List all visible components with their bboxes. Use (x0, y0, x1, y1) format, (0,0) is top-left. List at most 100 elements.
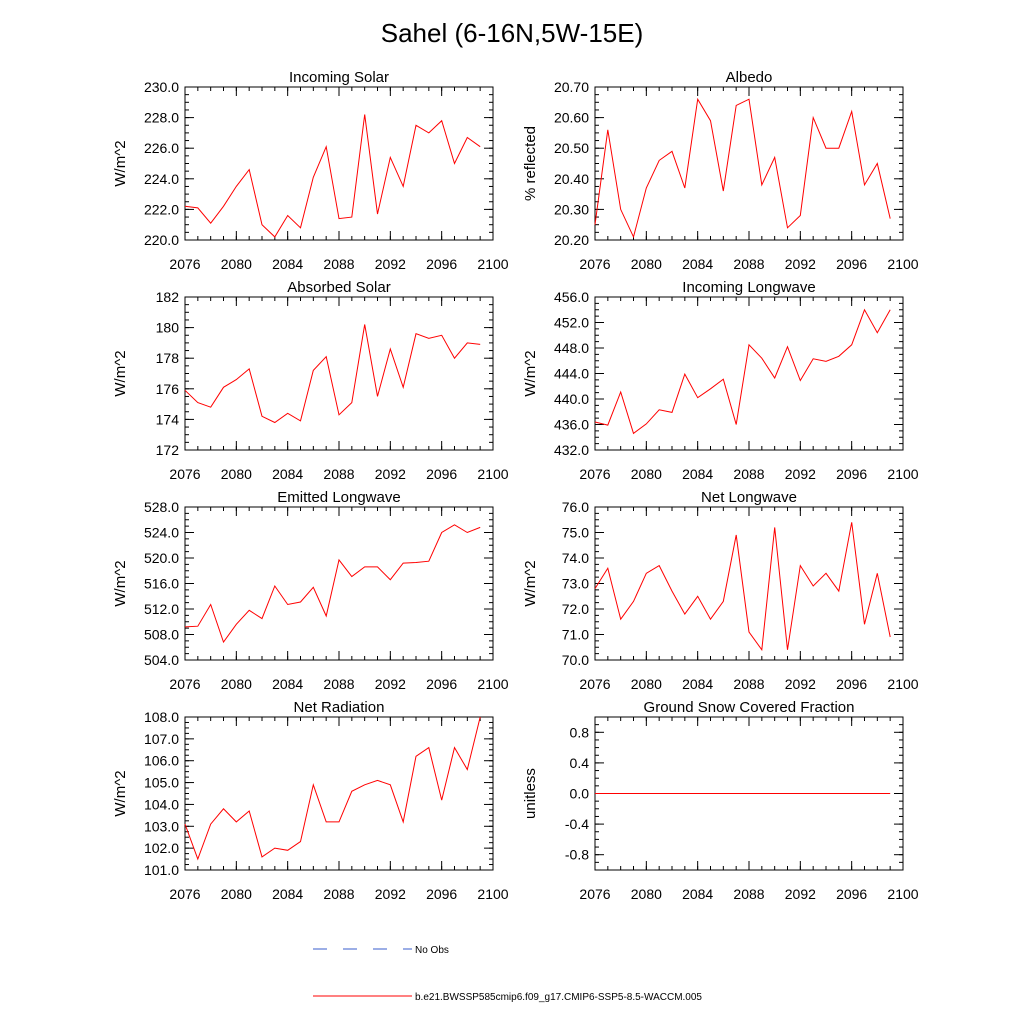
y-tick-label: 72.0 (562, 601, 589, 617)
x-tick-label: 2088 (323, 256, 354, 272)
y-tick-label: 20.30 (554, 201, 589, 217)
x-tick-label: 2100 (477, 886, 508, 902)
y-axis-label: % reflected (522, 126, 539, 201)
series-line (184, 324, 481, 424)
y-tick-label: 230.0 (144, 79, 179, 95)
x-tick-label: 2080 (631, 676, 662, 692)
x-tick-label: 2084 (682, 466, 713, 482)
y-tick-label: 432.0 (554, 442, 589, 458)
panel-6: Net Radiation W/m^2 2076 2080 2084 2088 2092 20… (112, 699, 509, 902)
y-tick-label: 20.20 (554, 232, 589, 248)
y-tick-label: 224.0 (144, 171, 179, 187)
x-tick-label: 2084 (272, 466, 303, 482)
y-tick-label: 516.0 (144, 576, 179, 592)
x-tick-label: 2100 (887, 886, 918, 902)
panel-4: Emitted Longwave W/m^2 2076 2080 2084 2088 209… (112, 489, 509, 692)
y-tick-label: 104.0 (144, 796, 179, 812)
x-tick-label: 2100 (887, 676, 918, 692)
panel-3: Incoming Longwave W/m^2 2076 2080 2084 2088 20… (522, 279, 919, 482)
y-axis-label: W/m^2 (522, 560, 539, 606)
panel-0: Incoming Solar W/m^2 2076 2080 2084 2088 2092 2… (112, 69, 509, 272)
y-tick-label: 74.0 (562, 550, 589, 566)
x-tick-label: 2092 (785, 256, 816, 272)
x-tick-label: 2096 (426, 256, 457, 272)
y-tick-label: 452.0 (554, 315, 589, 331)
x-tick-label: 2096 (836, 466, 867, 482)
y-tick-label: 228.0 (144, 110, 179, 126)
y-tick-label: 20.60 (554, 110, 589, 126)
x-tick-label: 2084 (272, 886, 303, 902)
y-tick-label: 107.0 (144, 731, 179, 747)
panel-5: Net Longwave W/m^2 2076 2080 2084 2088 2092 209… (522, 489, 919, 692)
panel-title: Absorbed Solar (287, 279, 390, 296)
y-tick-label: 178 (156, 350, 180, 366)
x-tick-label: 2080 (631, 466, 662, 482)
x-tick-label: 2096 (836, 886, 867, 902)
x-tick-label: 2100 (477, 676, 508, 692)
x-tick-label: 2084 (272, 256, 303, 272)
y-tick-label: 20.50 (554, 140, 589, 156)
y-tick-label: 20.40 (554, 171, 589, 187)
panel-title: Ground Snow Covered Fraction (644, 699, 855, 716)
x-tick-label: 2084 (682, 676, 713, 692)
x-tick-label: 2088 (733, 256, 764, 272)
x-tick-label: 2084 (682, 886, 713, 902)
x-tick-label: 2088 (733, 886, 764, 902)
y-tick-label: -0.4 (565, 816, 589, 832)
y-tick-label: 520.0 (144, 550, 179, 566)
plot-frame (184, 716, 494, 871)
x-tick-label: 2076 (579, 466, 610, 482)
y-tick-label: 524.0 (144, 525, 179, 541)
x-tick-label: 2088 (733, 466, 764, 482)
y-tick-label: 76.0 (562, 499, 589, 515)
y-tick-label: 226.0 (144, 140, 179, 156)
y-tick-label: 180 (156, 320, 180, 336)
y-tick-label: 174 (156, 411, 180, 427)
x-tick-label: 2088 (733, 676, 764, 692)
series-line (594, 97, 891, 239)
y-tick-label: 440.0 (554, 391, 589, 407)
y-tick-label: 75.0 (562, 525, 589, 541)
y-tick-label: 71.0 (562, 627, 589, 643)
x-tick-label: 2080 (631, 886, 662, 902)
y-tick-label: 444.0 (554, 366, 589, 382)
y-tick-label: -0.8 (565, 847, 589, 863)
y-tick-label: 73.0 (562, 576, 589, 592)
series-line (594, 308, 891, 435)
x-tick-label: 2092 (375, 886, 406, 902)
x-tick-label: 2092 (785, 676, 816, 692)
x-tick-label: 2076 (169, 676, 200, 692)
x-tick-label: 2100 (887, 466, 918, 482)
figure-title: Sahel (6-16N,5W-15E) (381, 18, 644, 48)
panel-title: Incoming Longwave (682, 279, 815, 296)
x-tick-label: 2076 (169, 256, 200, 272)
y-tick-label: 512.0 (144, 601, 179, 617)
y-tick-label: 172 (156, 442, 180, 458)
y-axis-label: W/m^2 (112, 350, 129, 396)
x-tick-label: 2088 (323, 466, 354, 482)
x-tick-label: 2096 (426, 676, 457, 692)
panel-7: Ground Snow Covered Fraction unitless 2076… (522, 699, 919, 902)
x-tick-label: 2084 (272, 676, 303, 692)
y-tick-label: 220.0 (144, 232, 179, 248)
y-tick-label: 103.0 (144, 818, 179, 834)
x-tick-label: 2076 (169, 886, 200, 902)
y-tick-label: 448.0 (554, 340, 589, 356)
y-axis-label: W/m^2 (112, 140, 129, 186)
x-tick-label: 2096 (426, 886, 457, 902)
x-tick-label: 2088 (323, 886, 354, 902)
plot-frame (594, 296, 904, 451)
x-tick-label: 2076 (169, 466, 200, 482)
y-tick-label: 182 (156, 289, 180, 305)
y-tick-label: 0.4 (570, 755, 590, 771)
y-tick-label: 101.0 (144, 862, 179, 878)
x-tick-label: 2076 (579, 256, 610, 272)
x-tick-label: 2088 (323, 676, 354, 692)
x-tick-label: 2076 (579, 886, 610, 902)
x-tick-label: 2080 (631, 256, 662, 272)
panel-2: Absorbed Solar W/m^2 2076 2080 2084 2088 2092 2… (112, 279, 509, 482)
series-line (594, 522, 891, 652)
series-line (184, 114, 481, 238)
x-tick-label: 2080 (221, 676, 252, 692)
